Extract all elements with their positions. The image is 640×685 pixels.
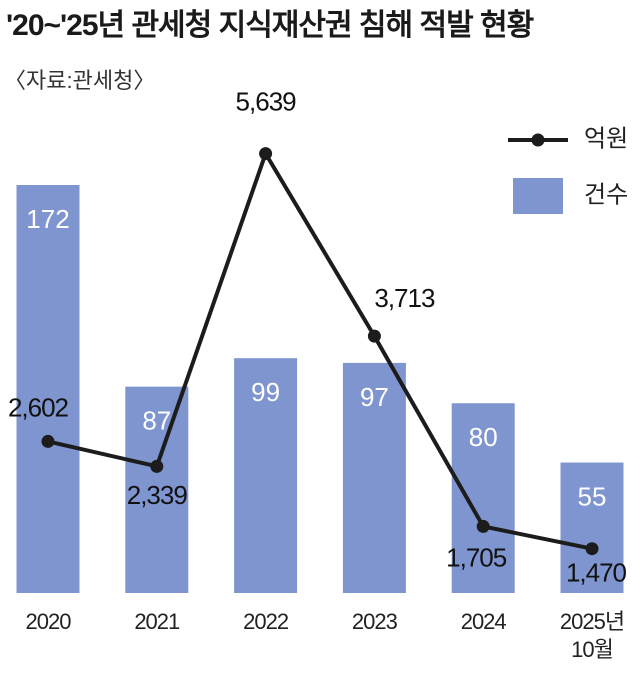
bar-value-label: 87 [142,406,171,436]
legend-swatch [513,178,563,214]
bar-value-label: 172 [26,204,69,234]
line-point [259,147,273,161]
legend-marker [531,133,545,147]
bar-value-label: 97 [360,382,389,412]
x-tick-label: 2020 [25,609,72,634]
x-tick-label: 2021 [134,609,180,634]
bar [342,362,406,593]
chart-title: '20~'25년 관세청 지식재산권 침해 적발 현황 [6,9,534,42]
bar [234,358,298,593]
x-tick-label: 2022 [243,609,289,634]
line-value-label: 1,705 [446,542,507,572]
chart-subtitle: 〈자료:관세청〉 [4,68,155,93]
line-value-label: 5,639 [236,86,297,116]
bar-value-label: 55 [578,481,607,511]
line-point [367,329,381,343]
line [47,151,593,551]
bar [451,403,515,593]
x-tick-label: 2023 [351,609,398,634]
legend-label: 억원 [584,125,628,152]
x-tick-label: 2024 [460,609,507,634]
line-point [476,519,490,533]
bar-value-label: 99 [251,377,280,407]
line-value-label: 2,339 [127,480,188,510]
line-point [585,542,599,556]
bar [125,386,189,593]
bar-value-label: 80 [469,422,498,452]
line-value-label: 2,602 [8,392,69,422]
bar [560,462,624,593]
line-point [41,434,55,448]
line-value-label: 3,713 [374,283,435,313]
x-tick-label: 2025년 10월 [559,609,625,662]
line-point [150,459,164,473]
line-value-label: 1,470 [566,558,627,588]
legend-label: 건수 [584,181,628,208]
bar [16,185,80,594]
